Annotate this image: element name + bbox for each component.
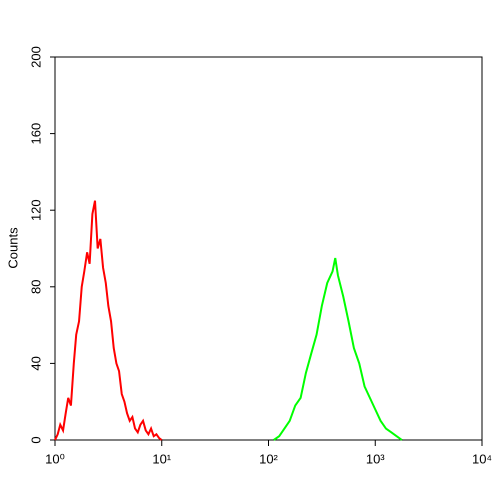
x-tick-label: 10² <box>259 451 278 466</box>
x-tick-label: 10⁰ <box>45 451 65 466</box>
plot-frame <box>54 56 483 441</box>
y-tick-label: 0 <box>28 436 43 443</box>
y-tick-label: 120 <box>28 199 43 221</box>
histogram-line <box>54 200 163 441</box>
y-tick-label: 80 <box>28 280 43 294</box>
y-tick-label: 200 <box>28 46 43 68</box>
x-tick-label: 10¹ <box>152 451 171 466</box>
histogram-line <box>273 257 403 441</box>
x-tick-label: 10⁴ <box>472 451 492 466</box>
y-axis-label: Counts <box>5 227 20 269</box>
y-tick-label: 160 <box>28 123 43 145</box>
y-tick-label: 40 <box>28 356 43 370</box>
x-tick-label: 10³ <box>366 451 385 466</box>
